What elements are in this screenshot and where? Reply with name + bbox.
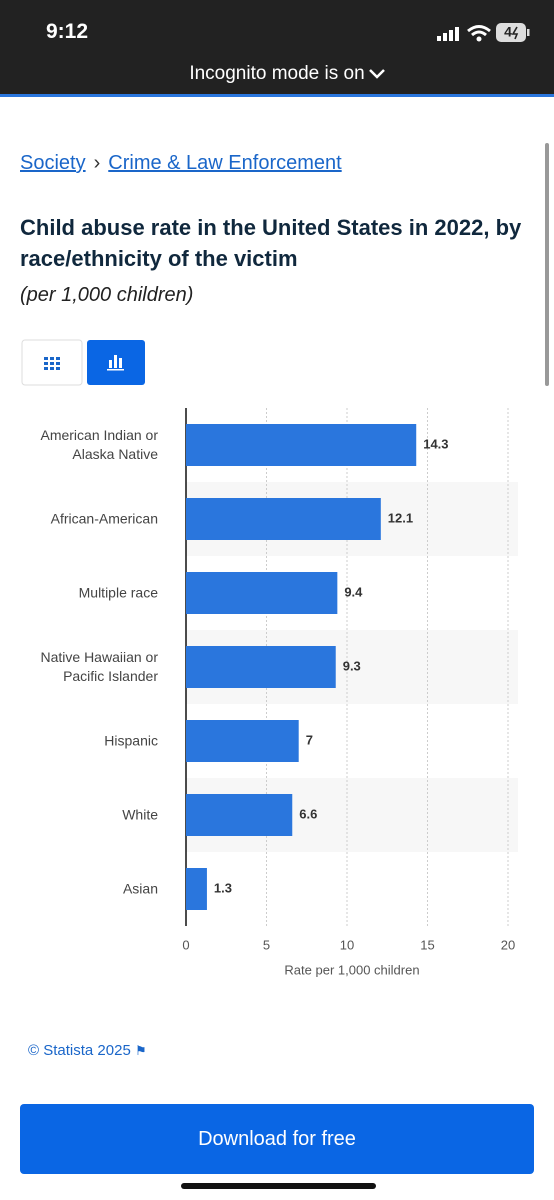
x-tick-label: 0 [182, 937, 189, 952]
breadcrumb-link[interactable]: Society [20, 152, 86, 174]
breadcrumb-link[interactable]: Crime & Law Enforcement [108, 152, 342, 174]
x-tick-label: 20 [501, 937, 515, 952]
breadcrumb-separator: › [93, 152, 101, 174]
clock: 9:12 [46, 20, 89, 43]
y-tick-label: American Indian or Alaska Native [40, 427, 158, 462]
value-label: 1.3 [214, 880, 232, 895]
value-label: 14.3 [423, 436, 448, 451]
chart-title: Child abuse rate in the United States in… [20, 215, 522, 271]
value-label: 12.1 [388, 510, 413, 525]
bar [186, 720, 299, 762]
incognito-banner[interactable]: Incognito mode is on [189, 63, 365, 84]
battery-tip [527, 29, 530, 36]
bar [186, 424, 417, 466]
bar [186, 868, 207, 910]
breadcrumb: Society › Crime & Law Enforcement [20, 152, 342, 175]
y-tick-label: African-American [50, 510, 158, 527]
battery-level: 4 [504, 24, 512, 40]
table-icon [44, 357, 60, 370]
banner-chevron[interactable] [369, 69, 385, 79]
x-axis-label: Rate per 1,000 children [284, 962, 419, 977]
y-tick-label: Hispanic [104, 732, 158, 749]
value-label: 9.3 [343, 658, 361, 673]
x-tick-label: 15 [420, 937, 434, 952]
y-tick-label: Asian [122, 880, 158, 897]
y-tick-label: Multiple race [78, 584, 158, 601]
battery-icon [496, 23, 526, 42]
charging-bolt [511, 26, 519, 40]
home-indicator [181, 1183, 376, 1189]
chart-icon [107, 355, 124, 371]
wifi-dot [476, 36, 482, 42]
x-tick-label: 10 [340, 937, 354, 952]
value-label: 9.4 [344, 584, 363, 599]
bar [186, 794, 293, 836]
scrollbar [545, 143, 549, 386]
source-text[interactable]: © Statista 2025 [28, 1042, 131, 1059]
wifi-icon [467, 25, 491, 37]
value-label: 6.6 [299, 806, 317, 821]
button-label[interactable]: Download for free [198, 1127, 356, 1150]
source-link[interactable]: © Statista 2025 ⚑ [28, 1042, 147, 1059]
bar [186, 646, 336, 688]
bar [186, 572, 338, 614]
y-tick-label: White [122, 806, 158, 823]
download-button[interactable]: Download for free [20, 1104, 534, 1174]
bar [186, 498, 381, 540]
status-bar-line [0, 94, 554, 97]
y-tick-label: Native Hawaiian or Pacific Islander [40, 649, 159, 684]
flag-icon: ⚑ [134, 1043, 147, 1058]
x-tick-label: 5 [263, 937, 270, 952]
status-bar-bg [0, 0, 554, 94]
value-label: 7 [306, 732, 313, 747]
chart-subtitle: (per 1,000 children) [20, 284, 194, 306]
signal-icon [437, 27, 459, 41]
